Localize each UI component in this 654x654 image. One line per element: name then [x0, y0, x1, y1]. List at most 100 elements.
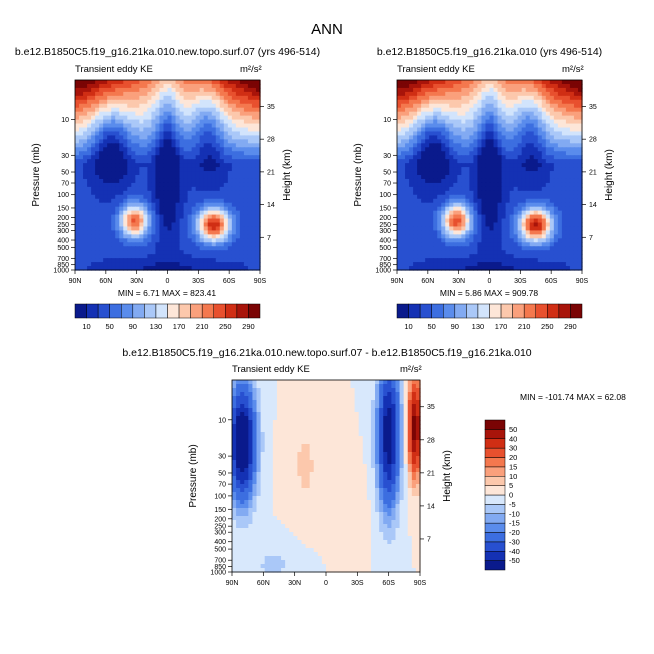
field-cell [509, 107, 515, 113]
field-cell [227, 206, 233, 212]
field-cell [183, 254, 189, 259]
field-cell [171, 123, 177, 129]
field-cell [421, 238, 426, 243]
field-cell [477, 131, 483, 137]
field-cell [489, 178, 495, 184]
field-cell [252, 404, 258, 409]
field-cell [139, 266, 144, 271]
field-cell [397, 151, 402, 156]
field-cell [391, 396, 397, 401]
field-cell [251, 186, 257, 192]
field-cell [268, 388, 274, 393]
field-cell [533, 139, 539, 144]
field-cell [227, 178, 233, 184]
field-cell [561, 206, 567, 212]
field-cell [413, 143, 418, 148]
field-cell [175, 202, 181, 208]
field-cell [477, 163, 483, 168]
field-cell [107, 167, 112, 172]
field-cell [203, 254, 209, 259]
field-cell [417, 194, 422, 200]
field-cell [445, 246, 450, 251]
field-cell [199, 234, 205, 239]
field-cell [529, 83, 535, 89]
field-cell [370, 388, 376, 393]
field-cell [465, 234, 470, 239]
field-cell [561, 127, 567, 133]
field-cell [115, 95, 120, 101]
field-cell [413, 95, 418, 101]
field-cell [557, 80, 563, 85]
field-cell [505, 210, 511, 216]
field-cell [183, 103, 189, 109]
field-cell [255, 155, 261, 160]
field-cell [79, 155, 84, 160]
field-cell [127, 143, 132, 148]
field-cell [485, 80, 491, 85]
field-cell [91, 246, 96, 251]
field-cell [239, 159, 245, 164]
field-cell [147, 167, 153, 172]
field-cell [99, 139, 104, 144]
field-cell [513, 151, 519, 156]
field-cell [139, 214, 144, 220]
field-cell [103, 182, 108, 188]
field-cell [252, 384, 258, 389]
field-cell [171, 95, 177, 101]
field-cell [167, 103, 173, 109]
field-cell [525, 202, 531, 208]
field-cell [437, 83, 442, 89]
field-cell [521, 175, 527, 180]
y-right-tick-label: 35 [267, 104, 275, 111]
field-cell [469, 103, 475, 109]
field-cell [203, 182, 209, 188]
field-cell [525, 135, 531, 140]
field-cell [493, 262, 499, 267]
field-cell [485, 266, 491, 271]
field-cell [449, 210, 454, 216]
field-cell [195, 143, 201, 148]
field-cell [163, 91, 169, 97]
field-cell [326, 388, 331, 393]
field-cell [441, 222, 446, 228]
field-cell [529, 262, 535, 267]
field-cell [501, 131, 507, 137]
field-cell [401, 159, 406, 164]
field-cell [441, 190, 446, 196]
field-cell [517, 242, 523, 247]
field-cell [87, 182, 92, 188]
field-cell [513, 178, 519, 184]
field-cell [111, 107, 116, 113]
field-cell [87, 143, 92, 148]
field-cell [147, 242, 153, 247]
field-cell [243, 111, 249, 117]
field-cell [549, 214, 555, 220]
field-cell [75, 230, 80, 235]
field-cell [187, 159, 193, 164]
field-cell [207, 115, 213, 121]
field-cell [405, 182, 410, 188]
field-cell [557, 155, 563, 160]
field-cell [453, 226, 458, 232]
field-cell [493, 87, 499, 93]
field-cell [497, 95, 503, 101]
field-cell [95, 230, 100, 235]
field-cell [232, 384, 237, 389]
colorbar-swatch [570, 303, 583, 319]
field-cell [151, 91, 157, 97]
colorbar-label: 210 [196, 322, 209, 331]
field-cell [453, 167, 458, 172]
field-cell [191, 194, 197, 200]
field-cell [473, 254, 479, 259]
field-cell [537, 226, 543, 232]
field-cell [167, 214, 173, 220]
field-cell [155, 230, 161, 235]
field-cell [573, 218, 579, 224]
field-cell [441, 115, 446, 121]
field-cell [513, 80, 519, 85]
field-cell [203, 178, 209, 184]
field-cell [143, 210, 148, 216]
field-cell [103, 135, 108, 140]
field-cell [433, 238, 438, 243]
field-cell [521, 210, 527, 216]
